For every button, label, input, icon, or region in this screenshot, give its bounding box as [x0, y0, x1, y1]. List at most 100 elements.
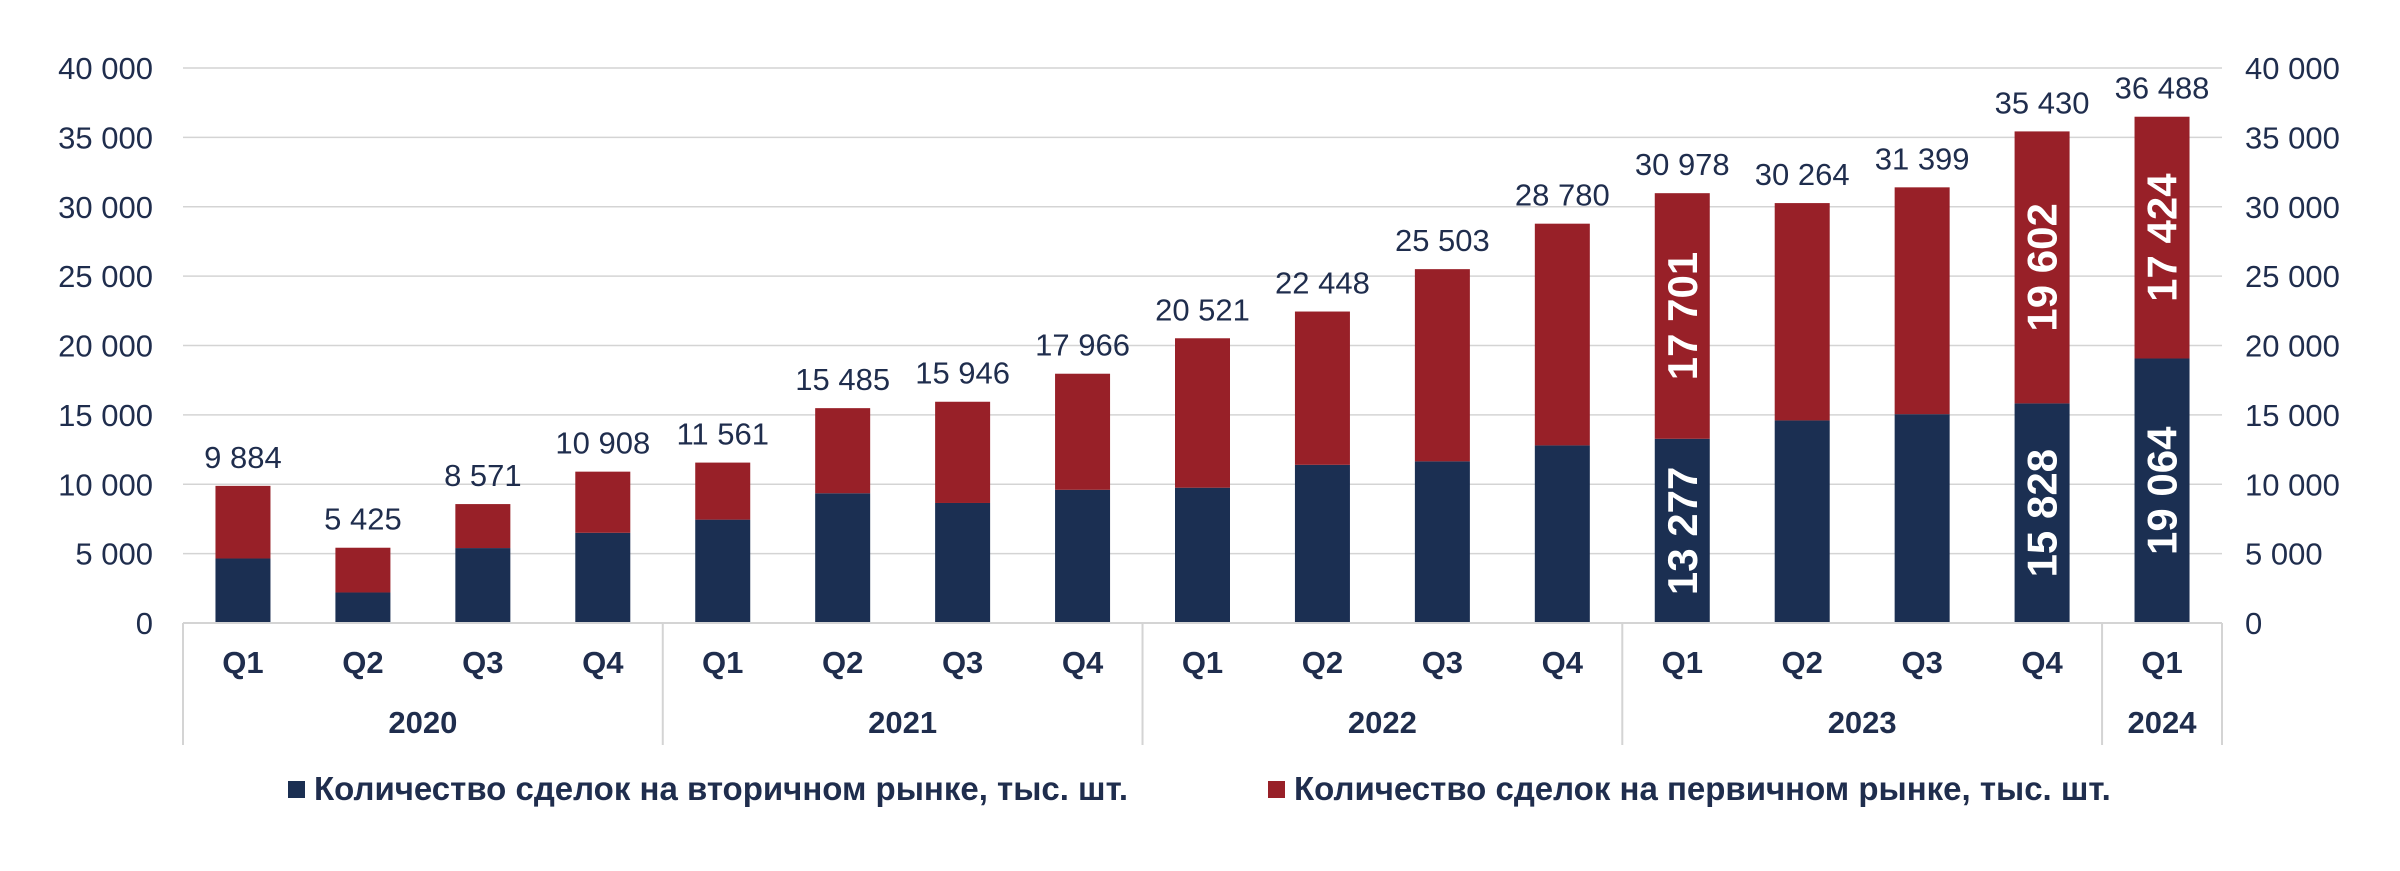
bar-segment-secondary [1055, 489, 1111, 623]
bar-segment-primary [2014, 131, 2070, 404]
x-tick-label: Q1 [1662, 645, 1703, 680]
x-tick-label: Q1 [222, 645, 263, 680]
total-label: 35 430 [1995, 85, 2090, 120]
y-tick-label-right: 40 000 [2245, 51, 2340, 86]
x-tick-label: Q4 [1542, 645, 1584, 680]
y-tick-label-left: 25 000 [58, 259, 153, 294]
bar-segment-secondary [1294, 464, 1350, 623]
total-label: 9 884 [204, 440, 282, 475]
y-tick-label-left: 10 000 [58, 467, 153, 502]
y-tick-label-right: 35 000 [2245, 120, 2340, 155]
inner-label-secondary: 13 277 [1659, 467, 1706, 595]
y-tick-label-right: 30 000 [2245, 190, 2340, 225]
legend: Количество сделок на вторичном рынке, ты… [0, 770, 2400, 830]
bar-segment-secondary [1175, 487, 1230, 623]
total-label: 25 503 [1395, 223, 1490, 258]
legend-swatch-secondary [288, 780, 305, 798]
x-tick-label: Q2 [1782, 645, 1823, 680]
inner-label-primary: 17 701 [1659, 252, 1706, 380]
total-label: 31 399 [1875, 141, 1970, 176]
bar-segment-primary [1654, 193, 1710, 439]
total-label: 15 946 [915, 356, 1010, 391]
bars [215, 116, 2190, 623]
bar-segment-primary [1534, 223, 1590, 446]
x-tick-label: Q1 [2141, 645, 2182, 680]
bar-segment-secondary [1414, 461, 1470, 623]
legend-item-secondary: Количество сделок на вторичном рынке, ты… [288, 770, 1128, 808]
bar-segment-secondary [2134, 358, 2190, 623]
total-label: 36 488 [2115, 71, 2210, 106]
bar-segment-primary [1055, 373, 1111, 490]
data-labels: 9 884 5 425 8 571 10 908 11 561 15 485 15 946 1… [204, 71, 2209, 595]
total-label: 11 561 [676, 417, 769, 452]
y-tick-label-left: 20 000 [58, 329, 153, 364]
inner-label-secondary: 19 064 [2139, 426, 2186, 555]
x-tick-label: Q1 [702, 645, 743, 680]
y-tick-label-right: 0 [2245, 606, 2262, 641]
inner-label-primary: 17 424 [2139, 173, 2186, 302]
x-tick-label: Q3 [1422, 645, 1463, 680]
year-label: 2021 [868, 705, 937, 740]
stacked-bar-chart: 9 884 5 425 8 571 10 908 11 561 15 485 15 946 1… [58, 51, 2340, 745]
bar-segment-primary [215, 485, 271, 559]
y-tick-label-right: 15 000 [2245, 398, 2340, 433]
bar-segment-primary [1175, 338, 1230, 488]
x-tick-label: Q4 [1062, 645, 1104, 680]
x-tick-label: Q3 [942, 645, 983, 680]
bar-segment-primary [455, 504, 511, 549]
year-label: 2020 [388, 705, 457, 740]
bar-segment-secondary [2014, 403, 2070, 623]
y-tick-label-right: 20 000 [2245, 329, 2340, 364]
total-label: 30 978 [1635, 147, 1730, 182]
total-label: 22 448 [1275, 266, 1370, 301]
y-tick-label-left: 5 000 [75, 537, 153, 572]
y-tick-label-left: 15 000 [58, 398, 153, 433]
bar-segment-primary [1414, 269, 1470, 462]
bar-segment-primary [2134, 116, 2190, 359]
y-tick-label-right: 5 000 [2245, 537, 2323, 572]
x-tick-label: Q2 [342, 645, 383, 680]
bar-segment-secondary [1894, 414, 1950, 623]
bar-segment-secondary [935, 502, 991, 623]
y-tick-label-left: 35 000 [58, 120, 153, 155]
total-label: 17 966 [1035, 328, 1130, 363]
y-tick-label-left: 40 000 [58, 51, 153, 86]
total-label: 20 521 [1155, 292, 1250, 327]
y-tick-label-left: 0 [136, 606, 153, 641]
bar-segment-primary [1294, 311, 1350, 465]
x-tick-label: Q1 [1182, 645, 1223, 680]
total-label: 10 908 [555, 426, 650, 461]
bar-segment-secondary [1774, 420, 1830, 623]
bar-segment-primary [815, 408, 871, 494]
total-label: 15 485 [795, 362, 890, 397]
bar-segment-primary [575, 471, 631, 533]
bar-segment-primary [935, 401, 991, 503]
total-label: 28 780 [1515, 178, 1610, 213]
bar-segment-secondary [1534, 445, 1590, 623]
bar-segment-secondary [695, 519, 751, 623]
total-label: 8 571 [444, 458, 522, 493]
total-label: 30 264 [1755, 157, 1850, 192]
bar-segment-secondary [215, 558, 271, 623]
year-label: 2022 [1348, 705, 1417, 740]
bar-segment-primary [1774, 203, 1830, 421]
year-label: 2023 [1828, 705, 1897, 740]
legend-label-secondary: Количество сделок на вторичном рынке, ты… [314, 770, 1128, 807]
bar-segment-secondary [335, 592, 391, 623]
legend-label-primary: Количество сделок на первичном рынке, ты… [1294, 770, 2111, 807]
total-label: 5 425 [324, 502, 402, 537]
bar-segment-primary [695, 462, 751, 520]
y-tick-label-right: 25 000 [2245, 259, 2340, 294]
x-tick-label: Q3 [1901, 645, 1942, 680]
year-label: 2024 [2128, 705, 2198, 740]
bar-segment-secondary [815, 493, 871, 623]
inner-label-primary: 19 602 [2019, 203, 2066, 331]
inner-label-secondary: 15 828 [2019, 449, 2066, 577]
x-tick-label: Q4 [2021, 645, 2063, 680]
bar-segment-secondary [455, 548, 511, 623]
axes: 0 0 5 000 5 000 10 000 10 000 15 000 15 000 20 0… [58, 51, 2340, 745]
x-tick-label: Q3 [462, 645, 503, 680]
bar-segment-secondary [575, 532, 631, 623]
bar-segment-secondary [1654, 438, 1710, 623]
bar-segment-primary [335, 547, 391, 593]
